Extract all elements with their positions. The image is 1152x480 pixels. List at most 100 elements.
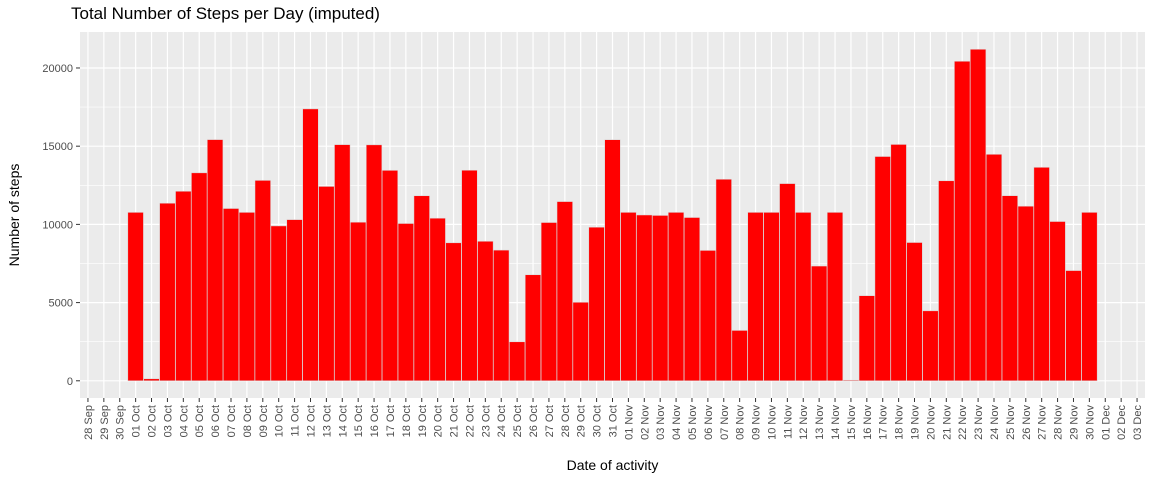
bar xyxy=(922,310,939,382)
x-tick-label: 03 Oct xyxy=(162,405,174,437)
x-tick-label: 31 Oct xyxy=(608,405,620,437)
bar xyxy=(683,217,701,382)
x-tick-label: 15 Nov xyxy=(846,405,858,440)
x-tick-label: 08 Oct xyxy=(242,405,254,437)
x-tick-label: 13 Oct xyxy=(321,405,333,437)
x-tick-label: 18 Nov xyxy=(894,405,906,440)
bar xyxy=(143,378,160,382)
bar xyxy=(381,170,399,382)
bar xyxy=(842,379,859,382)
x-axis-title: Date of activity xyxy=(567,457,659,473)
bar xyxy=(970,49,987,382)
bar xyxy=(477,241,494,382)
bar xyxy=(540,222,557,382)
x-tick-label: 27 Nov xyxy=(1037,405,1049,440)
bar xyxy=(413,195,430,382)
x-tick-label: 01 Nov xyxy=(623,405,635,440)
bar xyxy=(254,180,271,382)
x-tick-label: 30 Oct xyxy=(592,405,604,437)
x-tick-label: 02 Nov xyxy=(639,405,651,440)
x-tick-label: 22 Nov xyxy=(957,405,969,440)
bar xyxy=(556,201,573,382)
x-tick-label: 09 Oct xyxy=(258,405,270,437)
x-tick-label: 03 Dec xyxy=(1132,405,1144,440)
bar xyxy=(636,214,653,382)
x-tick-label: 10 Nov xyxy=(766,405,778,440)
bar xyxy=(795,212,812,382)
x-tick-label: 21 Oct xyxy=(449,405,461,437)
x-tick-label: 28 Nov xyxy=(1053,405,1065,440)
x-tick-label: 02 Dec xyxy=(1116,405,1128,440)
bar xyxy=(493,249,510,382)
bar xyxy=(1033,167,1050,382)
bar xyxy=(938,180,955,382)
bar xyxy=(763,212,780,382)
bar xyxy=(1081,212,1098,382)
bar xyxy=(175,191,192,382)
bar xyxy=(1001,195,1018,382)
x-tick-label: 11 Nov xyxy=(782,405,794,440)
x-tick-label: 29 Nov xyxy=(1068,405,1080,440)
x-tick-label: 05 Oct xyxy=(194,405,206,437)
bar xyxy=(334,144,351,382)
bar xyxy=(858,295,875,382)
x-tick-label: 29 Oct xyxy=(576,405,588,437)
bar xyxy=(222,208,240,382)
y-tick-label: 15000 xyxy=(42,141,73,153)
x-tick-label: 19 Oct xyxy=(417,405,429,437)
x-tick-label: 17 Oct xyxy=(385,405,397,437)
x-tick-label: 14 Nov xyxy=(830,405,842,440)
bar xyxy=(207,139,224,382)
bar xyxy=(811,265,828,382)
bar xyxy=(127,212,144,382)
x-tick-label: 24 Oct xyxy=(496,405,508,437)
bar xyxy=(159,202,176,382)
bar xyxy=(604,139,621,382)
bar xyxy=(302,108,319,382)
bar xyxy=(652,215,669,382)
x-tick-label: 08 Nov xyxy=(735,405,747,440)
x-tick-label: 16 Oct xyxy=(369,405,381,437)
x-tick-label: 07 Nov xyxy=(719,405,731,440)
bar xyxy=(1017,205,1034,382)
x-tick-label: 12 Oct xyxy=(305,405,317,437)
x-tick-label: 03 Nov xyxy=(655,405,667,440)
bar xyxy=(985,154,1003,382)
bar xyxy=(874,156,891,382)
x-tick-label: 28 Sep xyxy=(83,405,95,440)
x-tick-label: 01 Dec xyxy=(1100,405,1112,440)
y-tick-label: 5000 xyxy=(49,298,73,310)
x-tick-label: 30 Nov xyxy=(1084,405,1096,440)
x-tick-label: 10 Oct xyxy=(274,405,286,437)
x-tick-label: 25 Oct xyxy=(512,405,524,437)
x-tick-label: 16 Nov xyxy=(862,405,874,440)
bar xyxy=(826,212,844,382)
bar xyxy=(191,172,208,382)
bar xyxy=(429,217,446,382)
y-tick-label: 0 xyxy=(67,376,73,388)
x-tick-label: 27 Oct xyxy=(544,405,556,437)
bar xyxy=(890,144,907,382)
y-tick-label: 20000 xyxy=(42,63,73,75)
x-tick-label: 01 Oct xyxy=(131,405,143,437)
x-tick-label: 30 Sep xyxy=(115,405,127,440)
bar xyxy=(620,212,637,382)
x-tick-label: 13 Nov xyxy=(814,405,826,440)
x-tick-label: 11 Oct xyxy=(290,405,302,437)
bar xyxy=(318,186,335,382)
bar xyxy=(572,302,589,382)
x-tick-label: 24 Nov xyxy=(989,405,1001,440)
bar xyxy=(350,221,367,382)
x-tick-label: 06 Nov xyxy=(703,405,715,440)
y-axis-title: Number of steps xyxy=(6,164,22,267)
bar xyxy=(715,179,732,382)
x-tick-label: 25 Nov xyxy=(1005,405,1017,440)
bar xyxy=(588,226,605,382)
bar xyxy=(286,219,303,382)
bar xyxy=(731,330,748,382)
bar xyxy=(1065,270,1082,382)
x-tick-label: 28 Oct xyxy=(560,405,572,437)
x-tick-label: 15 Oct xyxy=(353,405,365,437)
x-tick-label: 09 Nov xyxy=(751,405,763,440)
x-tick-label: 23 Oct xyxy=(480,405,492,437)
